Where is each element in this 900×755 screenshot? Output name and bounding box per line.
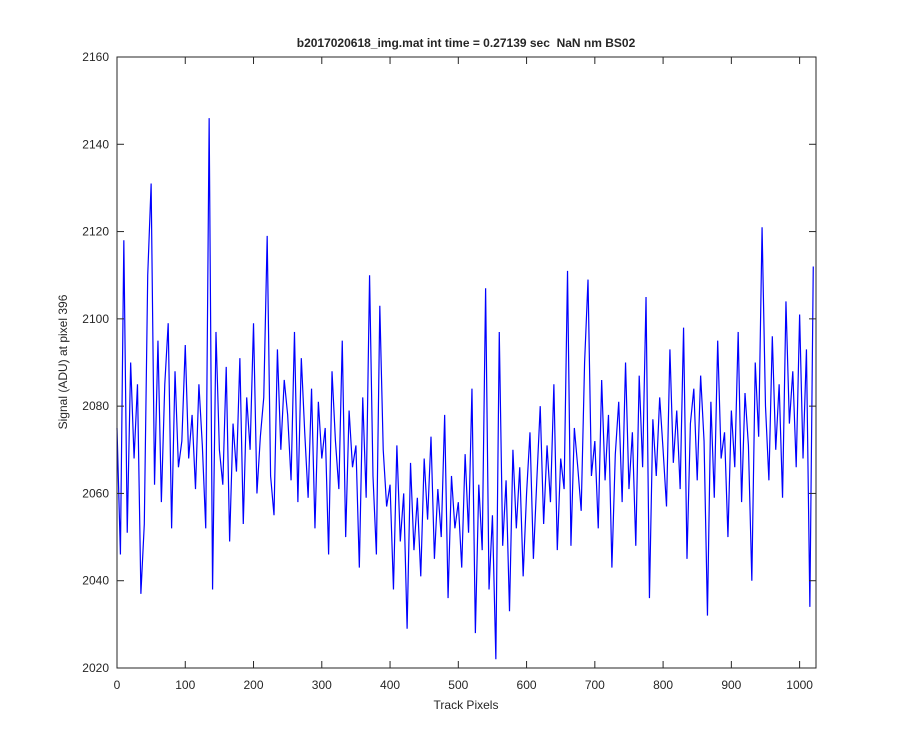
x-tick-label: 700: [585, 678, 605, 692]
x-tick-label: 500: [448, 678, 468, 692]
x-tick-label: 200: [244, 678, 264, 692]
x-tick-label: 300: [312, 678, 332, 692]
y-tick-label: 2020: [82, 661, 109, 675]
y-axis-label: Signal (ADU) at pixel 396: [56, 294, 70, 429]
x-tick-label: 900: [721, 678, 741, 692]
x-tick-label: 100: [175, 678, 195, 692]
x-tick-label: 400: [380, 678, 400, 692]
x-tick-label: 1000: [786, 678, 813, 692]
y-tick-label: 2060: [82, 486, 109, 500]
y-tick-label: 2100: [82, 312, 109, 326]
x-tick-label: 800: [653, 678, 673, 692]
x-axis-label: Track Pixels: [434, 698, 499, 712]
y-tick-label: 2080: [82, 399, 109, 413]
y-tick-label: 2160: [82, 50, 109, 64]
data-line: [116, 118, 814, 660]
y-tick-label: 2140: [82, 137, 109, 151]
y-tick-label: 2040: [82, 574, 109, 588]
x-tick-label: 0: [114, 678, 121, 692]
y-tick-label: 2120: [82, 225, 109, 239]
chart-title: b2017020618_img.mat int time = 0.27139 s…: [297, 36, 636, 50]
x-tick-label: 600: [517, 678, 537, 692]
axes-box: [116, 56, 817, 669]
